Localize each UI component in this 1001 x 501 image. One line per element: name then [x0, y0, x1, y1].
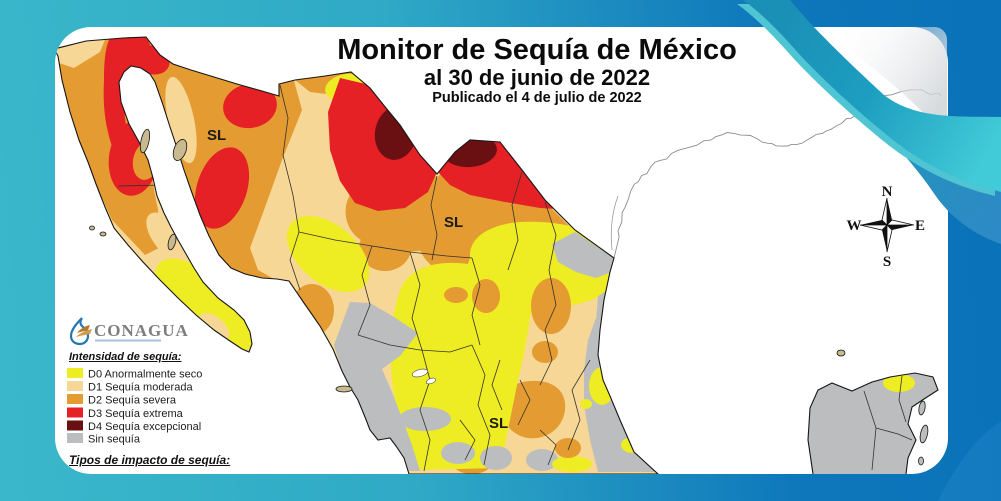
svg-text:SL: SL: [444, 214, 463, 231]
svg-text:D3 Sequía extrema: D3 Sequía extrema: [88, 408, 184, 420]
svg-text:D0 Anormalmente seco: D0 Anormalmente seco: [88, 369, 202, 381]
svg-text:S: S: [883, 254, 891, 270]
svg-text:D1 Sequía moderada: D1 Sequía moderada: [88, 382, 193, 394]
svg-text:CONAGUA: CONAGUA: [94, 321, 189, 340]
svg-text:Sin sequía: Sin sequía: [88, 434, 141, 446]
svg-text:D4 Sequía excepcional: D4 Sequía excepcional: [88, 421, 201, 433]
svg-text:D2 Sequía severa: D2 Sequía severa: [88, 395, 177, 407]
svg-text:N: N: [882, 184, 893, 200]
svg-text:SL: SL: [489, 415, 508, 432]
svg-text:SL: SL: [207, 127, 226, 144]
svg-text:E: E: [915, 218, 925, 234]
svg-text:W: W: [847, 218, 862, 234]
